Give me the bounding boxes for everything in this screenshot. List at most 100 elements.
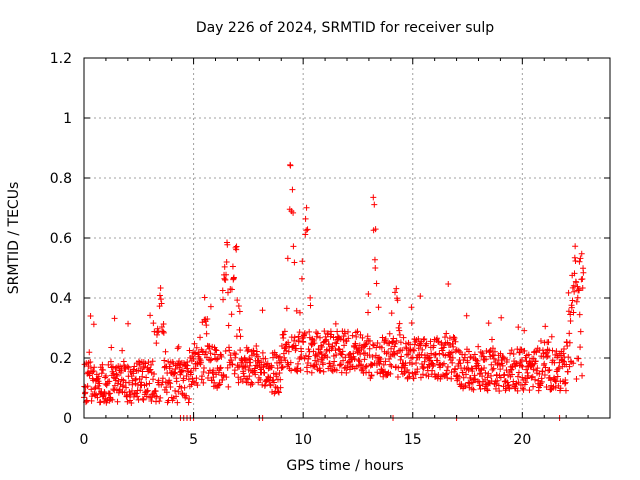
data-point [373,344,380,351]
data-point [196,355,203,362]
data-point [471,351,478,358]
data-point [429,367,436,374]
data-point [490,355,497,362]
x-tick-label: 10 [294,432,312,448]
data-point [443,367,450,374]
data-point [352,340,359,347]
data-point [498,314,505,321]
data-point [302,352,309,359]
data-point [374,369,381,376]
data-point [379,334,386,341]
data-point [515,324,522,331]
data-point [189,353,196,360]
data-point [217,365,224,372]
data-point [192,365,199,372]
data-point [112,377,119,384]
data-point [354,328,361,335]
data-point [440,360,447,367]
data-point [237,333,244,340]
data-point [475,343,482,350]
data-point [190,356,197,363]
data-point [127,397,134,404]
data-point [185,399,192,406]
data-point [259,307,266,314]
data-point [532,358,539,365]
data-point [386,340,393,347]
data-point [447,350,454,357]
data-point [114,372,121,379]
data-point [305,346,312,353]
data-point [84,383,91,390]
data-point [332,339,339,346]
data-point [359,334,366,341]
data-point [534,365,541,372]
data-point [484,387,491,394]
y-tick-label: 0.8 [50,171,72,187]
data-point [417,374,424,381]
data-point [430,361,437,368]
data-point [545,367,552,374]
data-point [573,279,580,286]
data-point [321,328,328,335]
data-point [560,346,567,353]
data-point [380,361,387,368]
data-point [93,391,100,398]
data-point [330,362,337,369]
data-point [287,359,294,366]
data-point [565,289,572,296]
data-point [308,369,315,376]
data-point [578,361,585,368]
data-point [410,346,417,353]
data-point [129,377,136,384]
data-point [307,302,314,309]
data-point [196,351,203,358]
data-point [224,241,231,248]
data-point [533,349,540,356]
y-tick-label: 0 [63,411,72,427]
data-point [327,363,334,370]
data-point [353,333,360,340]
data-point [259,349,266,356]
data-point [86,349,93,356]
data-point [318,350,325,357]
data-point [525,351,532,358]
data-point [298,354,305,361]
data-point [143,374,150,381]
data-point [548,333,555,340]
data-point [96,380,103,387]
data-point [254,353,261,360]
data-point [560,350,567,357]
data-point [298,275,305,282]
data-point [467,375,474,382]
data-point [324,354,331,361]
data-point [206,343,213,350]
data-point [105,361,112,368]
data-point [222,348,229,355]
data-point [439,361,446,368]
data-point [429,363,436,370]
data-point [518,362,525,369]
data-point [518,357,525,364]
data-point [374,340,381,347]
data-point [419,371,426,378]
data-point [377,355,384,362]
data-point [181,384,188,391]
data-point [295,360,302,367]
data-point [575,355,582,362]
data-point [445,280,452,287]
data-point [391,351,398,358]
data-point [116,386,123,393]
data-point [397,356,404,363]
data-point [342,354,349,361]
data-point [107,358,114,365]
data-point [573,298,580,305]
data-point [570,282,577,289]
data-point [371,201,378,208]
data-point [362,341,369,348]
data-point [329,343,336,350]
data-point [204,315,211,322]
y-tick-label: 0.6 [50,231,72,247]
data-point [408,320,415,327]
data-point [110,386,117,393]
data-point [332,320,339,327]
